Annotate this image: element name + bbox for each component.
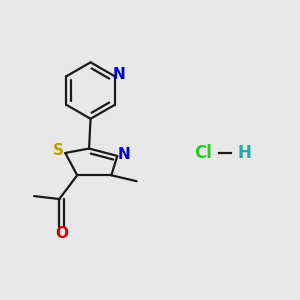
Text: N: N	[118, 147, 130, 162]
Text: O: O	[55, 226, 68, 241]
Text: N: N	[113, 68, 126, 82]
Text: Cl: Cl	[195, 144, 212, 162]
Text: S: S	[53, 143, 64, 158]
Text: H: H	[238, 144, 251, 162]
